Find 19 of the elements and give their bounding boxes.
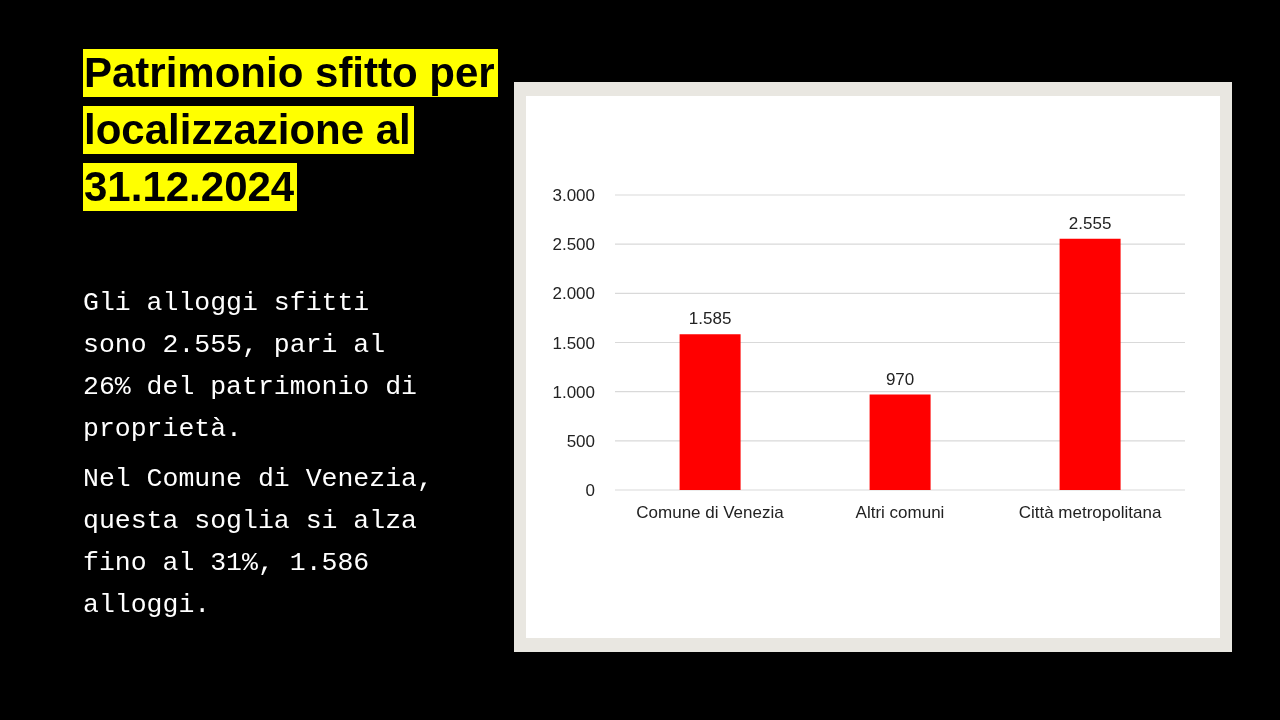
bar [869,394,931,490]
text: Nel Comune di Venezia, questa soglia si alza fino al 31%, 1.586 alloggi. [83,463,434,622]
data-label: 2.555 [1068,213,1112,233]
y-tick-label: 1.000 [552,382,595,402]
data-label: 1.585 [688,309,732,329]
chart-title: Patrimonio sfitto per localizzazione al 31.12.2024 [83,49,498,211]
y-tick-label: 3.000 [552,186,595,206]
x-tick-label: Altri comuni [855,503,945,523]
text: Gli alloggi sfitti sono 2.555, pari al 26% del patrimonio di proprietà. [83,287,418,446]
y-tick-label: 1.500 [552,333,595,353]
x-tick-label: Città metropolitana [1018,503,1162,523]
y-tick-label: 2.500 [552,235,595,255]
y-tick-label: 0 [585,481,595,501]
data-label: 970 [885,369,915,389]
bar [1059,238,1121,490]
y-tick-label: 2.000 [552,284,595,304]
x-tick-label: Comune di Venezia [636,503,785,523]
y-tick-label: 500 [566,431,595,451]
bar [679,334,741,490]
